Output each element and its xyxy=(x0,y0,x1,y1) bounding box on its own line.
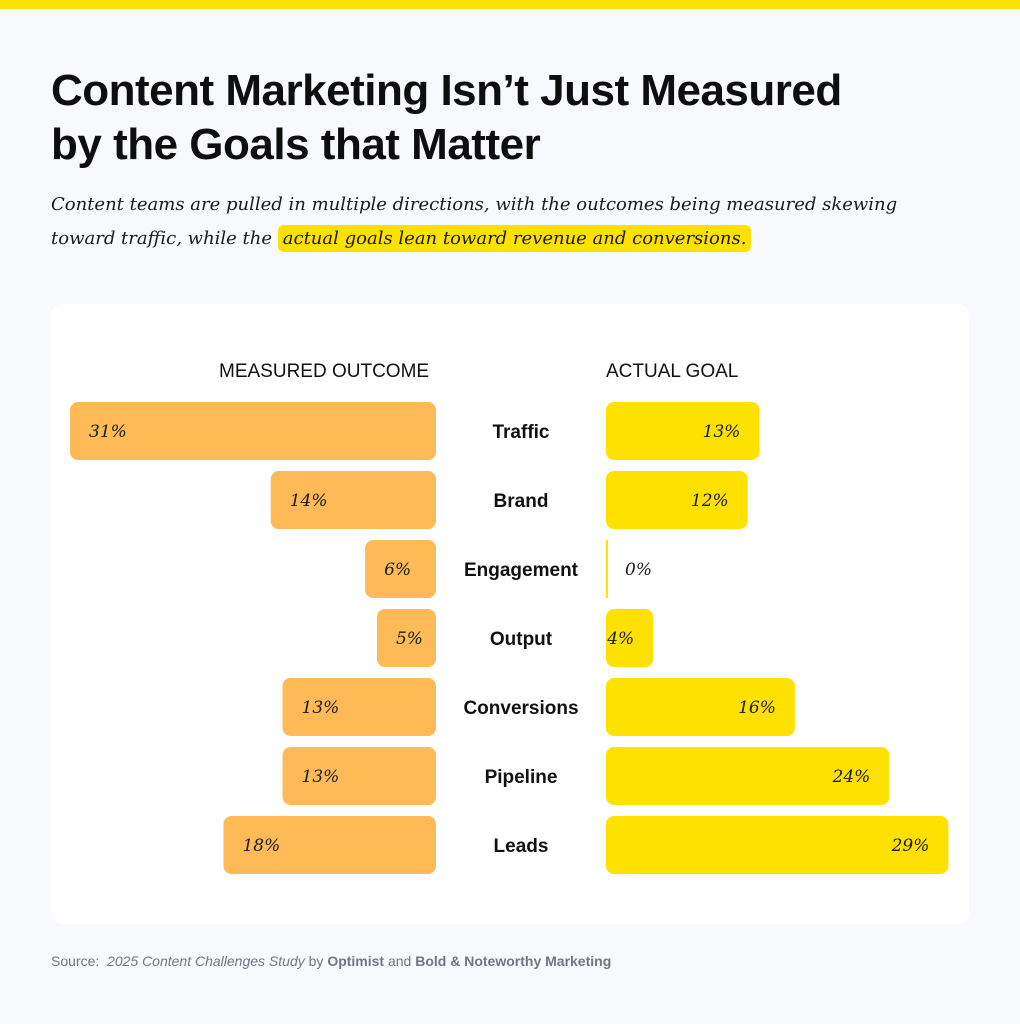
actual-value-engagement: 0% xyxy=(625,560,652,580)
top-accent-bar xyxy=(0,0,1020,9)
measured-outcome-header: MEASURED OUTCOME xyxy=(219,361,430,382)
actual-bar-engagement xyxy=(606,540,608,598)
measured-bar-leads xyxy=(223,816,436,874)
category-label-traffic: Traffic xyxy=(492,422,549,443)
measured-bar-traffic xyxy=(70,402,436,460)
subtitle-text: Content teams are pulled in multiple dir… xyxy=(51,194,898,249)
measured-value-engagement: 6% xyxy=(384,560,411,580)
actual-bar-pipeline xyxy=(606,747,890,805)
measured-bar-output xyxy=(376,609,436,667)
category-label-conversions: Conversions xyxy=(463,698,578,719)
source-by: by xyxy=(308,953,324,969)
actual-value-brand: 12% xyxy=(691,491,729,511)
source-prefix: Source: xyxy=(51,953,100,969)
actual-bar-conversions xyxy=(606,678,795,736)
measured-bar-conversions xyxy=(282,678,436,736)
category-label-engagement: Engagement xyxy=(464,560,579,581)
actual-value-conversions: 16% xyxy=(738,698,776,718)
category-label-output: Output xyxy=(490,629,553,650)
category-label-brand: Brand xyxy=(494,491,549,512)
title-line-2: by the Goals that Matter xyxy=(51,120,541,169)
actual-goal-header: ACTUAL GOAL xyxy=(606,361,739,382)
measured-value-output: 5% xyxy=(396,629,423,649)
measured-bar-engagement xyxy=(365,540,436,598)
measured-value-pipeline: 13% xyxy=(302,767,340,787)
actual-value-pipeline: 24% xyxy=(832,767,871,787)
subtitle-highlight: actual goals lean toward revenue and con… xyxy=(277,225,752,252)
actual-bar-leads xyxy=(606,816,949,874)
actual-bar-brand xyxy=(606,471,748,529)
measured-bar-brand xyxy=(270,471,436,529)
source-and: and xyxy=(387,953,412,969)
page-title: Content Marketing Isn’t Just Measured by… xyxy=(51,64,951,172)
title-line-1: Content Marketing Isn’t Just Measured xyxy=(51,66,842,115)
page-subtitle: Content teams are pulled in multiple dir… xyxy=(51,188,951,256)
actual-value-leads: 29% xyxy=(891,836,930,856)
source-org-optimist: Optimist xyxy=(327,953,385,969)
actual-bar-traffic xyxy=(606,402,760,460)
source-note: Source: 2025 Content Challenges Study by… xyxy=(51,953,611,969)
actual-bar-output xyxy=(606,609,654,667)
source-study: 2025 Content Challenges Study xyxy=(107,953,305,969)
measured-value-brand: 14% xyxy=(290,491,328,511)
measured-value-conversions: 13% xyxy=(302,698,340,718)
measured-bar-pipeline xyxy=(282,747,436,805)
category-label-leads: Leads xyxy=(494,836,549,857)
category-label-pipeline: Pipeline xyxy=(485,767,558,788)
actual-value-output: 4% xyxy=(606,629,634,649)
source-org-bold-noteworthy: Bold & Noteworthy Marketing xyxy=(415,953,612,969)
actual-value-traffic: 13% xyxy=(703,422,741,442)
measured-value-traffic: 31% xyxy=(89,422,127,442)
measured-value-leads: 18% xyxy=(242,836,280,856)
